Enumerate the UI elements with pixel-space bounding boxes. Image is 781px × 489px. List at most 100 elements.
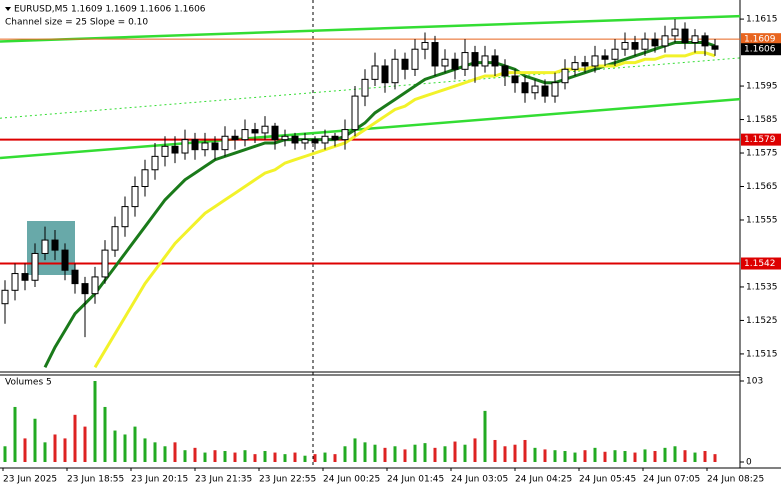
candle-body bbox=[681, 28, 689, 44]
volume-bar bbox=[643, 449, 647, 462]
volume-bar bbox=[293, 452, 297, 462]
volume-bar bbox=[433, 447, 437, 462]
volume-bar bbox=[113, 430, 117, 462]
level-label: 1.1542 bbox=[744, 259, 776, 269]
candle-body bbox=[471, 52, 479, 67]
volume-bar bbox=[253, 454, 257, 462]
volume-bar bbox=[603, 451, 607, 462]
candle-body bbox=[531, 85, 539, 94]
volume-bar bbox=[353, 438, 357, 462]
volume-bar bbox=[183, 450, 187, 462]
volume-bar bbox=[373, 444, 377, 462]
candle-body bbox=[301, 139, 309, 144]
volume-bar bbox=[93, 381, 97, 462]
symbol-icon bbox=[5, 7, 11, 11]
volume-bar bbox=[303, 455, 307, 462]
volume-bar bbox=[493, 439, 497, 462]
x-tick-label: 24 Jun 08:25 bbox=[707, 475, 764, 485]
candle-body bbox=[691, 35, 699, 44]
candle-body bbox=[561, 68, 569, 84]
x-tick-label: 24 Jun 04:25 bbox=[515, 475, 572, 485]
x-tick-label: 24 Jun 05:45 bbox=[579, 475, 636, 485]
candle-body bbox=[371, 65, 379, 80]
volume-bar bbox=[333, 454, 337, 462]
candle-body bbox=[431, 42, 439, 67]
volume-bar bbox=[713, 454, 717, 462]
candle-body bbox=[391, 58, 399, 84]
x-tick-label: 23 Jun 20:15 bbox=[131, 475, 188, 485]
candle-body bbox=[331, 135, 339, 141]
candle-body bbox=[131, 186, 139, 208]
candle-body bbox=[151, 155, 159, 171]
volume-bar bbox=[623, 450, 627, 462]
volume-bar bbox=[133, 426, 137, 462]
volume-bar bbox=[243, 450, 247, 462]
volume-bar bbox=[633, 452, 637, 462]
x-tick-label: 24 Jun 03:05 bbox=[451, 475, 508, 485]
level-label: 1.1606 bbox=[744, 45, 776, 55]
candle-body bbox=[231, 135, 239, 141]
candle-body bbox=[141, 169, 149, 188]
volume-bar bbox=[513, 444, 517, 462]
x-tick-label: 24 Jun 07:05 bbox=[643, 475, 700, 485]
level-label-box bbox=[741, 257, 781, 270]
candle-body bbox=[271, 125, 279, 141]
candle-body bbox=[21, 273, 29, 281]
moving-average bbox=[93, 51, 716, 369]
candle-body bbox=[311, 139, 319, 144]
volume-bar bbox=[213, 450, 217, 462]
volume-bar bbox=[613, 450, 617, 462]
candle-body bbox=[421, 42, 429, 50]
candle-body bbox=[1, 289, 9, 305]
volume-bar bbox=[653, 450, 657, 462]
channel-line bbox=[0, 97, 741, 160]
channel-line bbox=[0, 57, 741, 119]
candle-body bbox=[91, 276, 99, 295]
candle-body bbox=[321, 135, 329, 144]
volume-bar bbox=[343, 446, 347, 462]
volume-bar bbox=[383, 447, 387, 462]
volume-bar bbox=[563, 450, 567, 462]
candle-body bbox=[441, 58, 449, 67]
volume-bar bbox=[3, 446, 7, 462]
volume-bar bbox=[673, 446, 677, 462]
candle-body bbox=[521, 82, 529, 94]
candle-body bbox=[221, 135, 229, 151]
volume-bar bbox=[23, 438, 27, 462]
candle-body bbox=[121, 206, 129, 228]
candle-body bbox=[161, 145, 169, 157]
volume-bar bbox=[393, 446, 397, 462]
level-label-box bbox=[741, 133, 781, 146]
y-tick-label: 1.1565 bbox=[746, 182, 778, 192]
candle-body bbox=[351, 95, 359, 131]
candle-body bbox=[241, 129, 249, 141]
volume-bar bbox=[593, 447, 597, 462]
volume-bar bbox=[703, 450, 707, 462]
candle-body bbox=[101, 249, 109, 278]
y-tick-label: 1.1595 bbox=[746, 82, 778, 92]
volume-bar bbox=[483, 410, 487, 462]
level-label: 1.1609 bbox=[744, 35, 776, 45]
volume-bar bbox=[423, 443, 427, 462]
candle-body bbox=[81, 283, 89, 295]
volume-bar bbox=[413, 444, 417, 462]
candle-body bbox=[201, 142, 209, 151]
candle-body bbox=[541, 85, 549, 97]
candle-body bbox=[281, 135, 289, 141]
y-tick-label: 1.1555 bbox=[746, 215, 778, 225]
volume-bar bbox=[33, 418, 37, 462]
volume-bar bbox=[53, 434, 57, 462]
candle-body bbox=[611, 48, 619, 60]
volume-bar bbox=[283, 454, 287, 462]
candle-body bbox=[381, 65, 389, 84]
candle-body bbox=[51, 239, 59, 251]
volume-bar bbox=[463, 444, 467, 462]
volume-tick-label: 0 bbox=[746, 458, 752, 468]
volume-bar bbox=[223, 450, 227, 462]
volume-bar bbox=[453, 441, 457, 462]
volume-bar bbox=[203, 452, 207, 462]
candle-body bbox=[111, 226, 119, 251]
candle-body bbox=[491, 55, 499, 67]
candle-body bbox=[251, 129, 259, 134]
